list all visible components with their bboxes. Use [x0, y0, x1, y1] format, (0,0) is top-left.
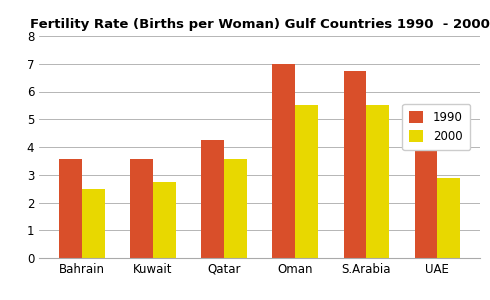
- Bar: [295, 105, 318, 258]
- Bar: [272, 64, 295, 258]
- Title: Fertility Rate (Births per Woman) Gulf Countries 1990  - 2000: Fertility Rate (Births per Woman) Gulf C…: [30, 18, 490, 31]
- Bar: [82, 189, 105, 258]
- Bar: [59, 160, 82, 258]
- Bar: [130, 160, 153, 258]
- Bar: [343, 71, 367, 258]
- Bar: [367, 105, 389, 258]
- Bar: [201, 140, 224, 258]
- Legend: 1990, 2000: 1990, 2000: [402, 104, 470, 150]
- Bar: [224, 160, 247, 258]
- Bar: [153, 182, 176, 258]
- Bar: [415, 144, 438, 258]
- Bar: [438, 178, 460, 258]
